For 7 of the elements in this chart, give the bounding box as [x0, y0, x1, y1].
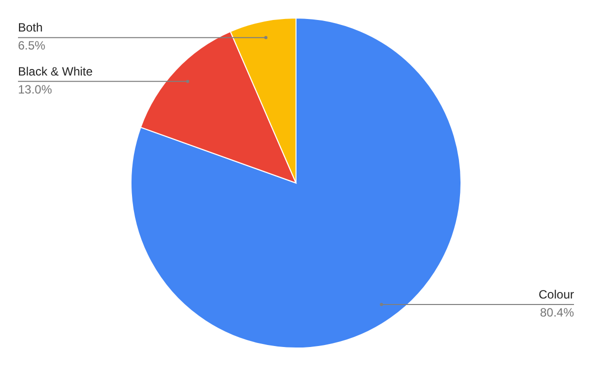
pie-slice: [130, 18, 462, 348]
slice-label: Both: [18, 20, 43, 35]
slice-label: Colour: [538, 287, 574, 302]
data-label: 6.5%: [18, 38, 46, 53]
data-label: 13.0%: [18, 82, 52, 96]
slice-label: Black & White: [18, 64, 94, 78]
data-label: 80.4%: [540, 305, 574, 320]
